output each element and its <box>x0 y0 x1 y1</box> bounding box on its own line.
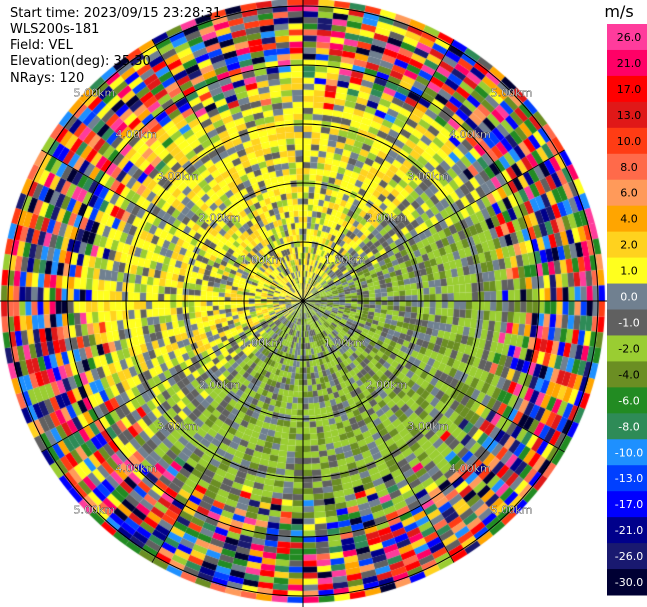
azimuth-spoke <box>302 300 455 563</box>
colorbar-segment <box>607 439 647 466</box>
range-ring-label: 2.00km <box>366 212 408 225</box>
colorbar-tick-label: -13.0 <box>615 472 643 485</box>
range-ring-label: 1.00km <box>240 337 282 350</box>
start-time-label: Start time: 2023/09/15 23:28:31 <box>10 6 222 21</box>
colorbar-segment <box>607 101 647 129</box>
range-ring-label: 2.00km <box>199 212 241 225</box>
range-ring-label: 3.00km <box>407 420 449 433</box>
range-ring-label: 3.00km <box>407 170 449 183</box>
colorbar-tick-label: 1.0 <box>620 265 638 278</box>
colorbar-segment <box>607 335 647 362</box>
colorbar-tick-label: -8.0 <box>618 420 639 433</box>
colorbar-tick-label: 6.0 <box>620 187 638 200</box>
colorbar-segment <box>607 543 647 570</box>
colorbar-segment <box>607 491 647 518</box>
colorbar-tick-label: 26.0 <box>617 31 642 44</box>
colorbar-tick-label: 17.0 <box>617 83 642 96</box>
range-ring-label: 5.00km <box>491 504 533 517</box>
colorbar-tick-label: -6.0 <box>618 394 639 407</box>
range-ring-label: 1.00km <box>324 253 366 266</box>
azimuth-spoke <box>41 149 304 302</box>
colorbar-tick-label: -30.0 <box>615 576 643 589</box>
range-ring-label: 1.00km <box>324 337 366 350</box>
azimuth-spoke <box>151 300 304 563</box>
colorbar-segment <box>607 49 647 77</box>
colorbar-tick-label: 4.0 <box>620 213 638 226</box>
elevation-label: Elevation(deg): 35.30 <box>10 54 151 69</box>
nrays-label: NRays: 120 <box>10 71 85 86</box>
range-ring-label: 4.00km <box>449 128 491 141</box>
range-ring-label: 4.00km <box>115 128 157 141</box>
colorbar-tick-label: 8.0 <box>620 161 638 174</box>
colorbar-segment <box>607 283 647 310</box>
colorbar-segment <box>607 309 647 336</box>
azimuth-spoke <box>302 39 455 302</box>
colorbar-segment <box>607 127 647 155</box>
colorbar-tick-label: -4.0 <box>618 368 639 381</box>
range-ring-label: 4.00km <box>115 462 157 475</box>
colorbar-segment <box>607 75 647 103</box>
azimuth-spoke <box>151 39 304 302</box>
instrument-label: WLS200s-181 <box>10 22 100 37</box>
range-ring-label: 1.00km <box>240 253 282 266</box>
colorbar-tick-label: 2.0 <box>620 239 638 252</box>
azimuth-spoke <box>302 300 565 453</box>
colorbar-segment <box>607 465 647 492</box>
colorbar-unit-label: m/s <box>604 2 633 21</box>
colorbar-tick-label: 21.0 <box>617 57 642 70</box>
colorbar-segment <box>607 153 647 181</box>
colorbar-tick-label: -10.0 <box>615 446 643 459</box>
colorbar-tick-label: 13.0 <box>617 109 642 122</box>
colorbar-segment <box>607 205 647 233</box>
colorbar-tick-label: 10.0 <box>617 135 642 148</box>
colorbar-segment <box>607 387 647 414</box>
colorbar-tick-label: 0.0 <box>620 291 638 304</box>
colorbar-tick-label: -17.0 <box>615 498 643 511</box>
field-label: Field: VEL <box>10 38 73 53</box>
range-ring-label: 3.00km <box>157 420 199 433</box>
colorbar-segment <box>607 517 647 544</box>
range-ring-label: 5.00km <box>74 86 116 99</box>
colorbar-segment <box>607 257 647 285</box>
colorbar-tick-label: -26.0 <box>615 550 643 563</box>
colorbar-segment <box>607 569 647 596</box>
colorbar-tick-label: -1.0 <box>618 316 639 329</box>
range-ring-label: 4.00km <box>449 462 491 475</box>
range-ring-label: 3.00km <box>157 170 199 183</box>
range-ring-label: 2.00km <box>366 378 408 391</box>
colorbar-tick-label: -2.0 <box>618 342 639 355</box>
colorbar-segment <box>607 179 647 207</box>
range-ring-label: 5.00km <box>491 86 533 99</box>
colorbar-tick-label: -21.0 <box>615 524 643 537</box>
colorbar-segment <box>607 231 647 259</box>
azimuth-spoke <box>41 300 304 453</box>
range-ring-label: 2.00km <box>199 378 241 391</box>
range-ring-label: 5.00km <box>74 504 116 517</box>
azimuth-spoke <box>302 149 565 302</box>
colorbar-segment <box>607 24 647 51</box>
colorbar-segment <box>607 361 647 388</box>
colorbar-segment <box>607 413 647 440</box>
